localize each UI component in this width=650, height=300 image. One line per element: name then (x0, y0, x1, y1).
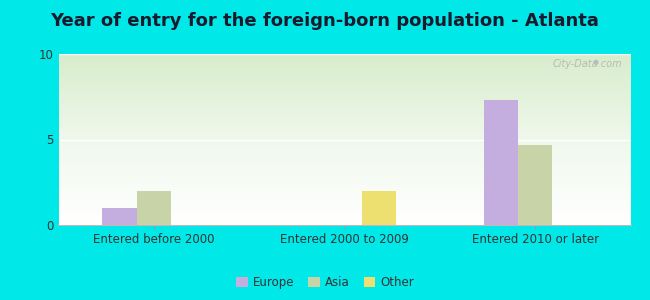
Bar (361, 191, 396, 225)
Bar (102, 208, 136, 225)
Bar (484, 100, 518, 225)
Text: ●: ● (593, 59, 599, 65)
Bar (518, 145, 552, 225)
Legend: Europe, Asia, Other: Europe, Asia, Other (231, 272, 419, 294)
Text: Year of entry for the foreign-born population - Atlanta: Year of entry for the foreign-born popul… (51, 12, 599, 30)
Bar (136, 191, 171, 225)
Text: City-Data.com: City-Data.com (552, 59, 622, 69)
